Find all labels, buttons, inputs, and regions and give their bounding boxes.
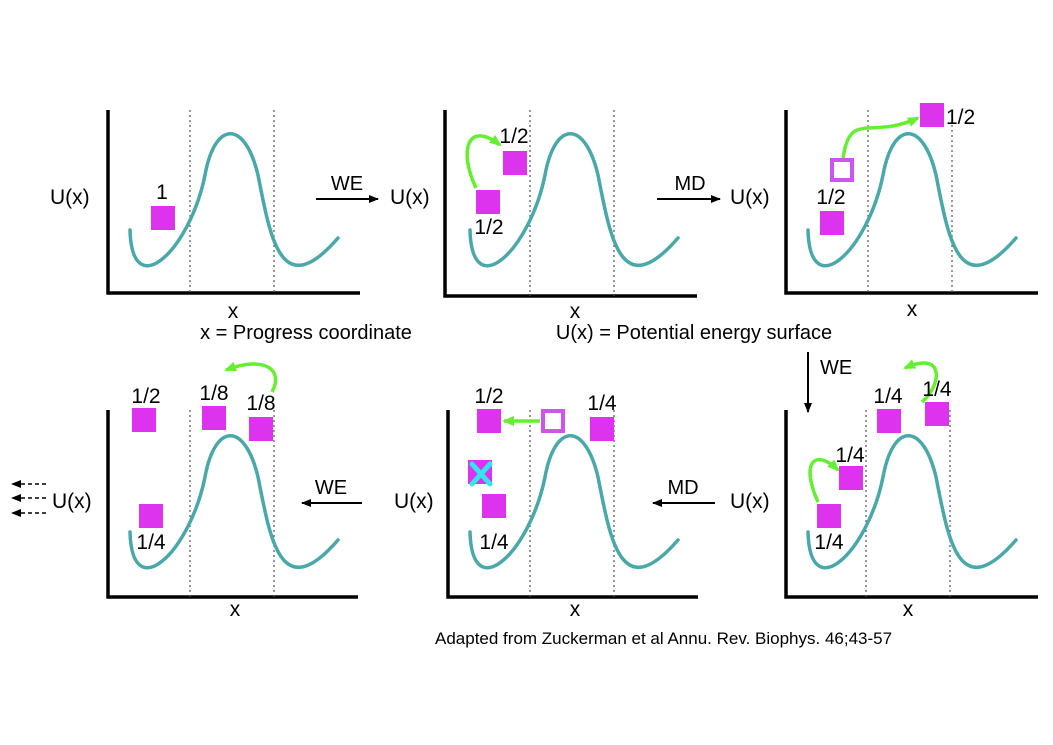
step-label-we-1: WE — [331, 173, 363, 195]
panel-6-walker-b-weight: 1/8 — [199, 382, 228, 405]
panel-6-coord-label: x — [230, 598, 241, 621]
step-arrow-we-1: WE — [316, 173, 379, 203]
panel-5-axes — [446, 410, 698, 599]
panel-3-energy-curve — [806, 132, 1018, 268]
panel-3-walker-b-weight: 1/2 — [816, 186, 845, 209]
panel-2-energy-curve — [468, 132, 680, 268]
panel-5-energy-curve — [468, 434, 680, 570]
panel-3-energy-label: U(x) — [730, 186, 770, 209]
panel-4: U(x) x 1/4 1/4 1/4 1/4 — [730, 359, 1038, 621]
panel-4-walker-a — [877, 409, 901, 433]
panel-5-walker-a — [477, 409, 501, 433]
panel-2-walker-a — [503, 151, 527, 175]
panel-6-walker-c-weight: 1/8 — [246, 392, 275, 415]
step-arrow-we-2: WE — [804, 352, 852, 413]
panel-5-energy-label: U(x) — [394, 490, 434, 513]
step-arrow-md-1: MD — [657, 173, 721, 203]
panel-5-walker-b-weight: 1/4 — [587, 392, 617, 415]
panel-4-energy-label: U(x) — [730, 490, 770, 513]
panel-1-axes — [106, 110, 360, 295]
panel-3-walker-a-weight: 1/2 — [946, 106, 975, 129]
panel-4-energy-curve — [806, 434, 1018, 570]
panel-6-energy-label: U(x) — [52, 490, 92, 513]
panel-4-walker-b — [925, 402, 949, 426]
panel-4-split-arrow-left — [808, 457, 840, 503]
panel-4-walker-b-weight: 1/4 — [922, 378, 952, 401]
panel-6: U(x) x 1/2 1/8 1/8 1/4 — [11, 361, 358, 621]
panel-1: U(x) x 1 — [50, 110, 360, 323]
step-label-we-2: WE — [820, 357, 852, 379]
panel-2-split-arrow — [465, 134, 502, 189]
panel-1-coord-label: x — [228, 300, 239, 323]
panel-4-walker-c — [839, 466, 863, 490]
panel-3: U(x) x 1/2 1/2 — [730, 103, 1038, 321]
panel-3-axes — [784, 110, 1038, 295]
panel-5-walker-c-weight: 1/4 — [479, 531, 509, 554]
panel-6-walker-d — [139, 504, 163, 528]
panel-1-walker-weight: 1 — [156, 181, 168, 204]
panel-1-energy-curve — [128, 132, 340, 268]
panel-6-walker-b — [202, 406, 226, 430]
panel-2-coord-label: x — [570, 300, 581, 323]
panel-3-walker-b — [820, 211, 844, 235]
panel-2: U(x) x 1/2 1/2 — [390, 110, 697, 323]
caption-progress-coordinate: x = Progress coordinate — [200, 322, 412, 344]
panel-6-walker-c — [249, 417, 273, 441]
step-arrow-we-3: WE — [301, 477, 362, 507]
panel-5-previous-position — [541, 409, 565, 433]
panel-6-walker-a-weight: 1/2 — [131, 385, 160, 408]
caption-potential-energy: U(x) = Potential energy surface — [556, 322, 832, 344]
panel-6-continue-arrows — [11, 480, 46, 517]
panel-5-pruned-mark — [469, 461, 493, 487]
panel-3-previous-position — [830, 158, 854, 182]
panel-4-coord-label: x — [903, 598, 914, 621]
step-label-md-2: MD — [667, 477, 698, 499]
panel-4-walker-d-weight: 1/4 — [814, 531, 844, 554]
panel-4-walker-a-weight: 1/4 — [873, 385, 903, 408]
panel-2-axes — [443, 110, 697, 298]
panel-4-axes — [784, 410, 1038, 599]
step-label-md-1: MD — [674, 173, 705, 195]
panel-6-split-arrow — [224, 361, 278, 393]
step-label-we-3: WE — [315, 477, 347, 499]
panel-5-walker-c — [482, 494, 506, 518]
panel-1-walker — [151, 206, 175, 230]
panel-2-walker-b-weight: 1/2 — [474, 216, 503, 239]
panel-5-walker-b — [590, 417, 614, 441]
panel-2-walker-a-weight: 1/2 — [499, 125, 528, 148]
panel-2-walker-b — [476, 190, 500, 214]
panel-3-coord-label: x — [907, 298, 918, 321]
panel-6-walker-a — [132, 408, 156, 432]
panel-5-coord-label: x — [570, 598, 581, 621]
panel-3-walker-a — [920, 103, 944, 127]
panel-5: U(x) x 1/2 1/4 1/4 — [394, 385, 698, 621]
panel-6-axes — [106, 410, 358, 599]
panel-1-energy-label: U(x) — [50, 186, 90, 209]
source-attribution: Adapted from Zuckerman et al Annu. Rev. … — [435, 629, 892, 648]
panel-5-walker-a-weight: 1/2 — [474, 385, 503, 408]
panel-4-walker-c-weight: 1/4 — [835, 444, 865, 467]
panel-2-energy-label: U(x) — [390, 186, 430, 209]
panel-4-split-arrow-right — [903, 359, 939, 404]
panel-6-walker-d-weight: 1/4 — [136, 531, 166, 554]
panel-3-md-arrow — [841, 116, 920, 159]
step-arrow-md-2: MD — [652, 477, 715, 507]
panel-4-walker-d — [817, 504, 841, 528]
panel-6-energy-curve — [128, 434, 340, 570]
